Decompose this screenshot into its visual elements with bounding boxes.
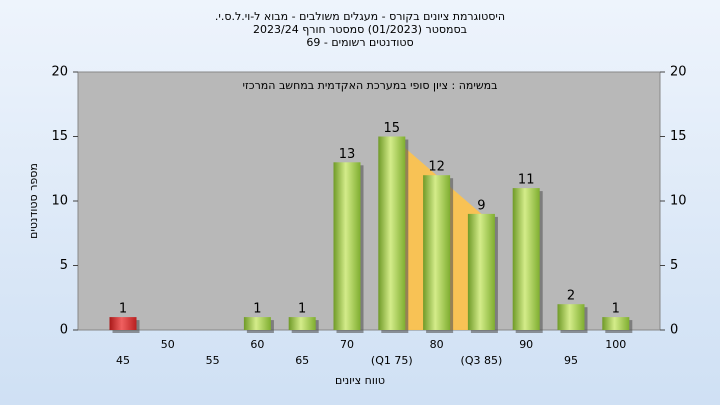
bar xyxy=(423,175,451,330)
data-label: 1 xyxy=(612,302,620,317)
bar xyxy=(243,317,271,330)
data-label: 11 xyxy=(518,173,535,188)
data-label: 1 xyxy=(119,302,127,317)
x-tick-label: 80 xyxy=(430,338,444,351)
bar xyxy=(378,136,406,330)
bar xyxy=(333,162,361,330)
data-label: 9 xyxy=(477,198,485,213)
data-label: 1 xyxy=(253,302,261,317)
y-tick-label: 20 xyxy=(51,65,68,80)
data-label: 15 xyxy=(384,121,401,136)
x-tick-label: 95 xyxy=(564,354,578,367)
y-tick-label: 5 xyxy=(60,258,68,273)
x-tick-label: 65 xyxy=(295,354,309,367)
y-tick-label: 10 xyxy=(51,194,68,209)
bar xyxy=(557,304,585,330)
y2-tick-label: 20 xyxy=(670,65,687,80)
x-tick-label: 50 xyxy=(161,338,175,351)
y-axis-label: מספר סטודנטים xyxy=(27,163,40,239)
y2-tick-label: 15 xyxy=(670,129,687,144)
x-tick-label: (Q1 75) xyxy=(371,354,413,367)
data-label: 1 xyxy=(298,302,306,317)
y2-tick-label: 0 xyxy=(670,323,678,338)
bar xyxy=(288,317,316,330)
y-tick-label: 15 xyxy=(51,129,68,144)
x-tick-label: 55 xyxy=(206,354,220,367)
chart-title: היסטוגרמת ציונים בקורס - מעגלים משולבים … xyxy=(215,10,505,23)
x-tick-label: 45 xyxy=(116,354,130,367)
bar xyxy=(602,317,630,330)
x-tick-label: 90 xyxy=(519,338,533,351)
data-label: 12 xyxy=(428,160,445,175)
y2-tick-label: 10 xyxy=(670,194,687,209)
bar xyxy=(512,188,540,330)
x-tick-label: 70 xyxy=(340,338,354,351)
x-axis-label: טווח ציונים xyxy=(335,374,385,387)
data-label: 13 xyxy=(339,147,356,162)
x-tick-label: (Q3 85) xyxy=(461,354,503,367)
y-tick-label: 0 xyxy=(60,323,68,338)
plot-area xyxy=(77,71,661,331)
bar xyxy=(467,213,495,330)
chart-subtitle: בסמסטר (01/2023) סמסטר חורף 2023/24 xyxy=(253,23,467,36)
data-label: 2 xyxy=(567,289,575,304)
x-tick-label: 60 xyxy=(250,338,264,351)
chart-subtitle: סטודנטים רשומים - 69 xyxy=(306,36,413,49)
bar xyxy=(109,317,137,330)
y2-tick-label: 5 xyxy=(670,258,678,273)
annotation: במשימה : ציון סופי במערכת האקדמית במחשב … xyxy=(243,79,498,92)
x-tick-label: 100 xyxy=(605,338,626,351)
